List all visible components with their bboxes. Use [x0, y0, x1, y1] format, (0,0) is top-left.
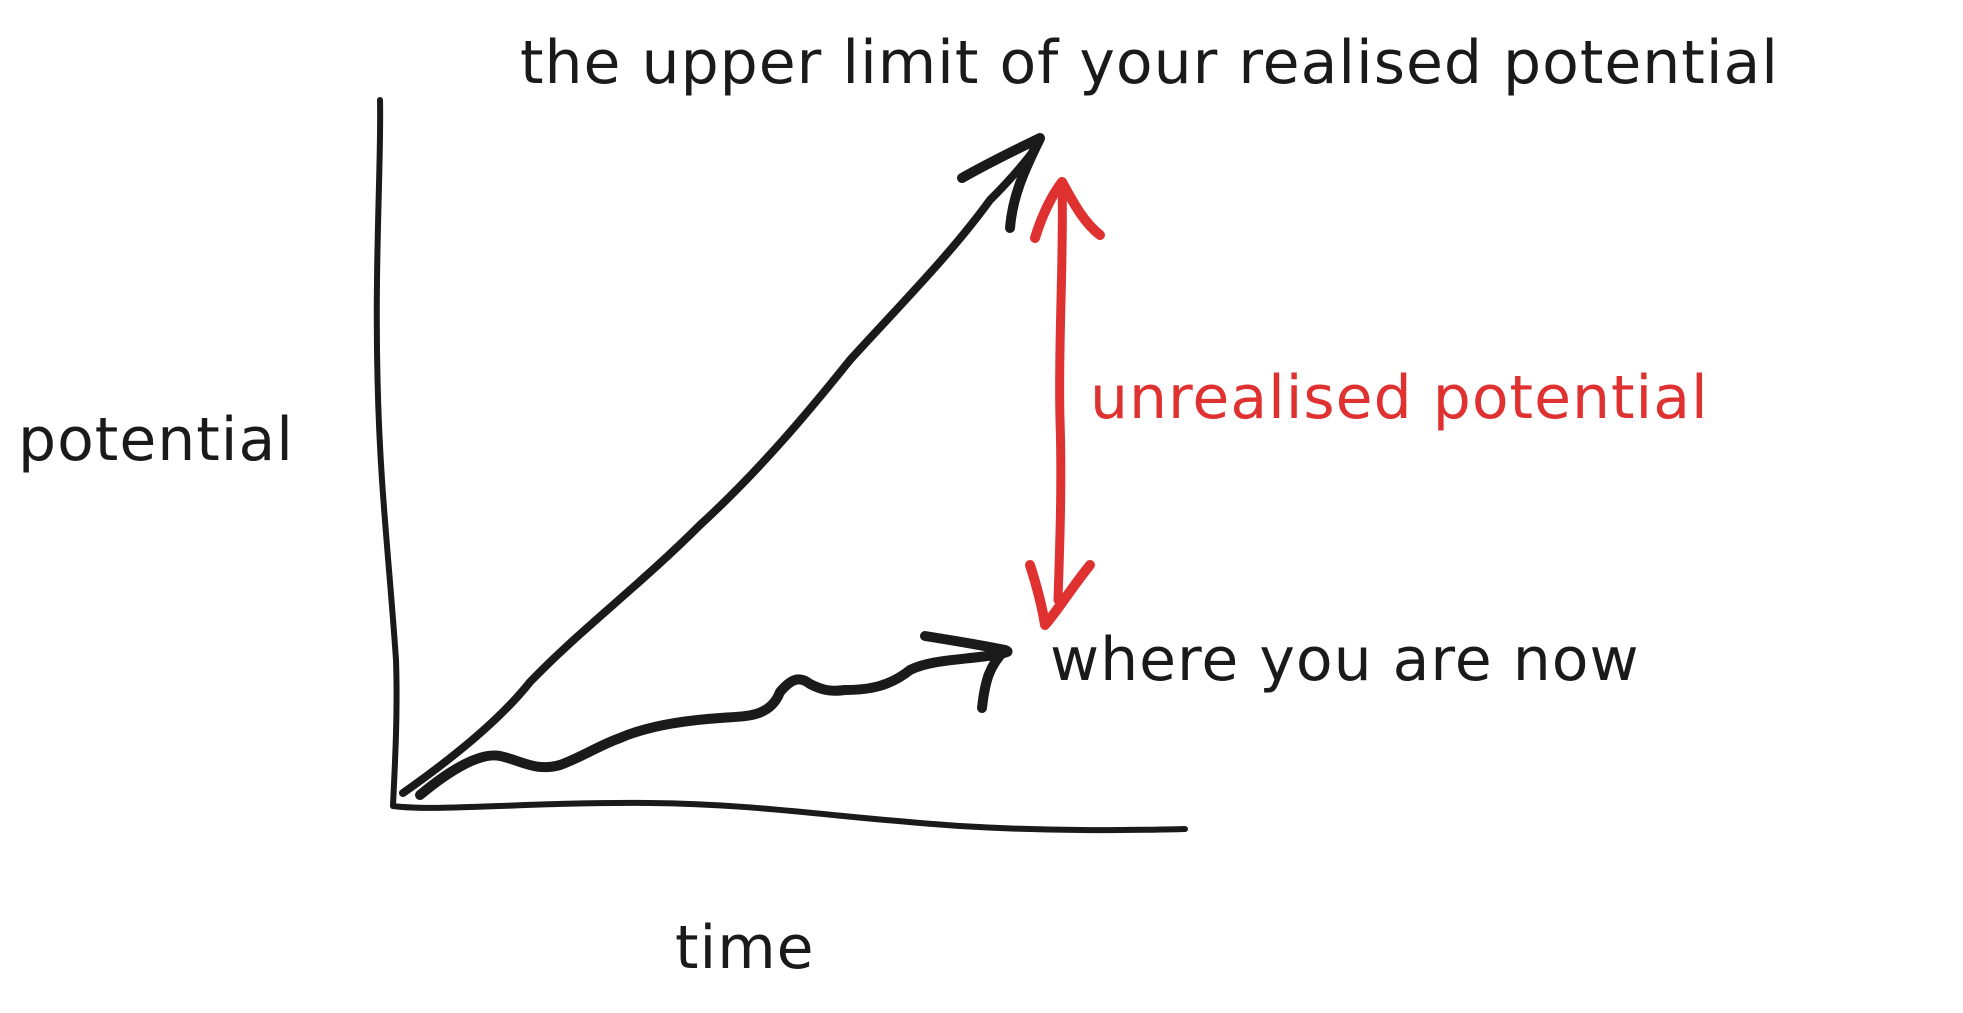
upper-limit-label: the upper limit of your realised potenti…	[520, 28, 1779, 98]
current-progress-arrow-line	[415, 645, 1013, 800]
upper-limit-arrow-line	[399, 134, 1045, 797]
current-progress-arrowhead	[920, 631, 1010, 713]
upper-limit-arrowhead	[957, 133, 1045, 233]
unrealised-top-arrowhead	[1030, 177, 1105, 243]
time-axis-label: time	[675, 913, 815, 983]
unrealised-bottom-arrowhead	[1025, 560, 1095, 630]
y-axis-line	[373, 97, 400, 809]
x-axis-line	[390, 799, 1188, 834]
where-you-are-now-label: where you are now	[1050, 625, 1640, 695]
unrealised-gap-line	[1053, 177, 1067, 605]
unrealised-potential-label: unrealised potential	[1090, 363, 1709, 433]
potential-axis-label: potential	[18, 405, 294, 475]
